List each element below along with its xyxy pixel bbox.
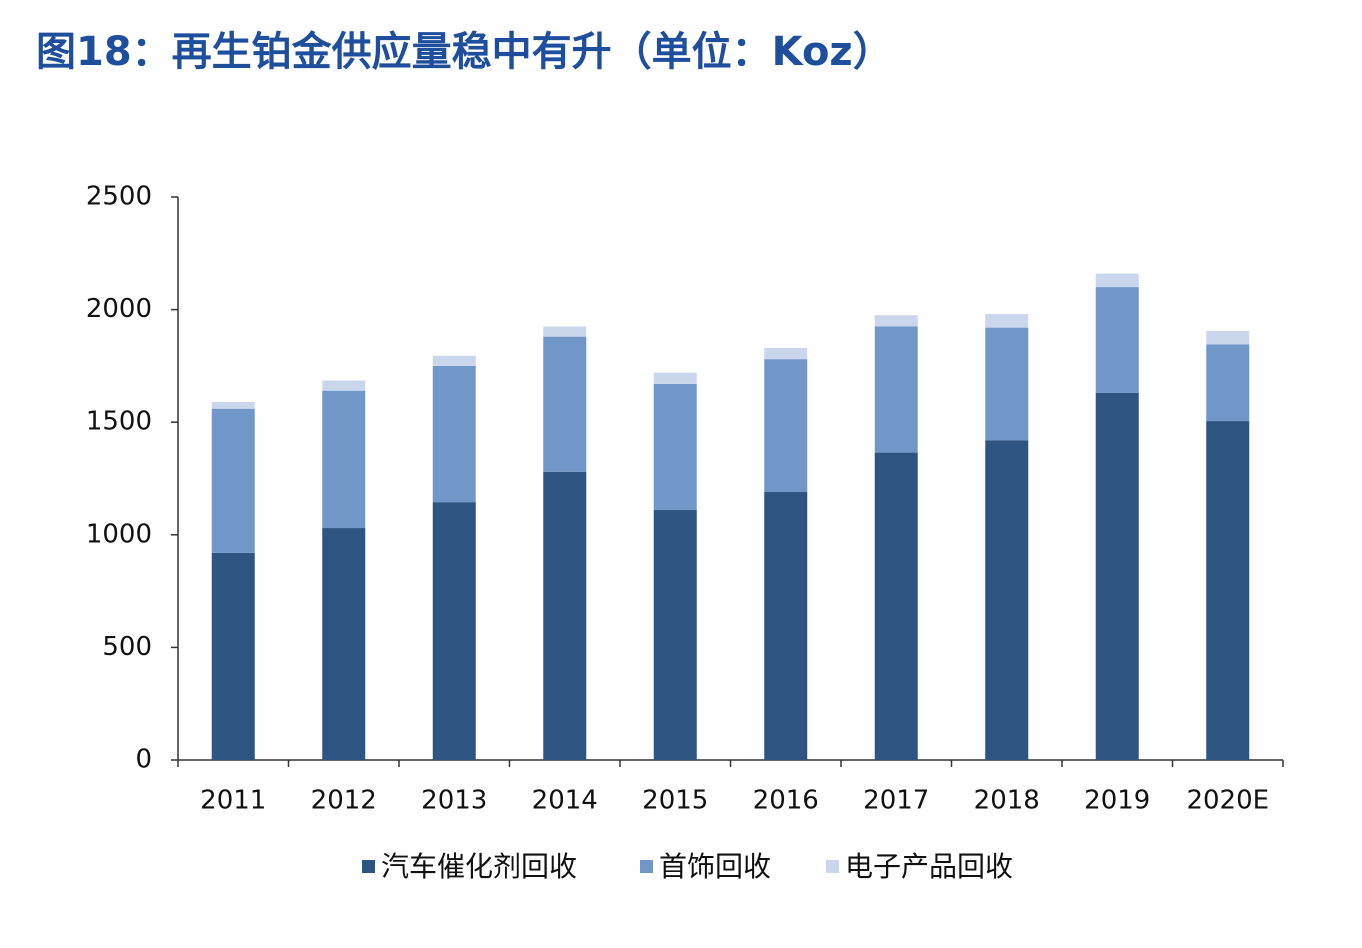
y-tick-label: 0: [135, 745, 152, 775]
bar-segment: [211, 552, 255, 760]
bar-segment: [1206, 344, 1250, 422]
x-tick-label: 2020E: [1186, 786, 1269, 816]
bar-segment: [653, 372, 697, 384]
bar-segment: [653, 383, 697, 511]
bar-segment: [653, 510, 697, 760]
x-tick-label: 2015: [642, 786, 708, 816]
bar-segment: [874, 452, 918, 760]
y-tick-label: 1500: [86, 407, 152, 437]
y-tick-label: 2500: [86, 182, 152, 212]
x-tick-label: 2017: [863, 786, 929, 816]
x-tick-label: 2011: [200, 786, 266, 816]
y-tick-label: 500: [102, 632, 152, 662]
bar-segment: [543, 471, 587, 760]
legend-swatch: [362, 860, 375, 873]
legend-swatch: [640, 860, 653, 873]
x-tick-label: 2013: [421, 786, 487, 816]
x-tick-label: 2019: [1084, 786, 1150, 816]
bar-segment: [1206, 330, 1250, 345]
bar-segment: [1206, 421, 1250, 760]
x-tick-label: 2014: [532, 786, 598, 816]
bar-segment: [543, 336, 587, 472]
bar-segment: [432, 502, 476, 760]
bar-segment: [322, 390, 366, 529]
legend-label: 首饰回收: [659, 850, 771, 883]
bar-segment: [985, 440, 1029, 760]
bar-segment: [874, 315, 918, 327]
legend-swatch: [826, 860, 839, 873]
bar-segment: [432, 355, 476, 366]
bar-segment: [764, 347, 808, 360]
bar-segment: [764, 492, 808, 760]
chart-title: 图18：再生铂金供应量稳中有升（单位：Koz）: [36, 29, 893, 75]
bar-segment: [874, 326, 918, 453]
bar-segment: [1095, 287, 1139, 393]
bar-segment: [543, 326, 587, 337]
bar-segment: [764, 359, 808, 493]
bar-segment: [322, 380, 366, 391]
bar-segment: [1095, 392, 1139, 760]
x-tick-label: 2018: [974, 786, 1040, 816]
bar-segment: [985, 327, 1029, 441]
y-tick-label: 1000: [86, 519, 152, 549]
bar-segment: [211, 408, 255, 553]
legend-label: 电子产品回收: [845, 850, 1013, 883]
x-tick-label: 2012: [311, 786, 377, 816]
y-tick-label: 2000: [86, 294, 152, 324]
legend-label: 汽车催化剂回收: [381, 850, 577, 883]
bar-segment: [322, 528, 366, 760]
bar-segment: [985, 314, 1029, 328]
bar-segment: [432, 365, 476, 503]
x-tick-label: 2016: [753, 786, 819, 816]
bar-segment: [211, 401, 255, 409]
bar-segment: [1095, 273, 1139, 288]
